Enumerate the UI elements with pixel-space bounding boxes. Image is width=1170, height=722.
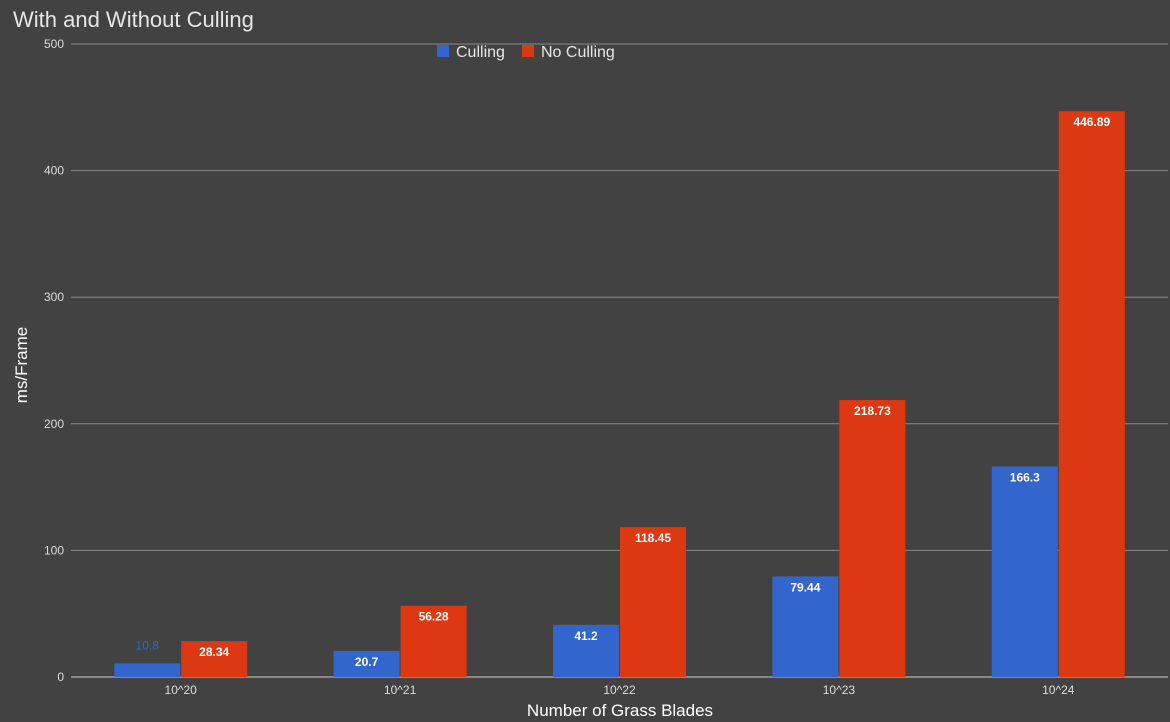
y-axis-ticks: 0 100 200 300 400 500: [44, 37, 64, 684]
x-tick-label: 10^24: [1042, 683, 1075, 697]
y-axis-title: ms/Frame: [12, 327, 31, 404]
x-axis-ticks: 10^20 10^21 10^22 10^23 10^24: [165, 683, 1075, 697]
y-tick-label: 400: [44, 164, 64, 178]
data-label: 10.8: [136, 638, 160, 652]
data-label: 79.44: [790, 580, 820, 594]
data-label: 28.34: [199, 645, 229, 659]
legend-label-no-culling: No Culling: [541, 44, 615, 61]
x-tick-label: 10^23: [823, 683, 856, 697]
bar-culling-2[interactable]: [553, 624, 619, 677]
bar-no-culling-2[interactable]: [620, 527, 686, 677]
data-labels: 10.8 28.34 20.7 56.28 41.2 118.45 79.44 218.73 1…: [136, 115, 1111, 669]
bar-culling-4[interactable]: [991, 466, 1058, 677]
x-tick-label: 10^20: [165, 683, 198, 697]
chart-title: With and Without Culling: [13, 7, 254, 32]
data-label: 166.3: [1010, 470, 1040, 484]
y-tick-label: 500: [44, 37, 64, 51]
y-tick-label: 100: [44, 543, 64, 557]
bar-culling-0[interactable]: [114, 663, 181, 677]
legend-swatch-no-culling: [522, 45, 534, 57]
data-label: 56.28: [419, 610, 449, 624]
x-axis-title: Number of Grass Blades: [527, 701, 713, 720]
y-tick-label: 200: [44, 417, 64, 431]
bar-culling-3[interactable]: [772, 576, 839, 677]
x-tick-label: 10^22: [603, 683, 636, 697]
bar-culling-1[interactable]: [333, 650, 400, 677]
data-label: 41.2: [574, 629, 598, 643]
bar-no-culling-1[interactable]: [400, 605, 467, 677]
bars: [114, 111, 1125, 678]
data-label: 20.7: [355, 655, 379, 669]
legend[interactable]: Culling No Culling: [437, 44, 615, 61]
data-label: 218.73: [854, 404, 891, 418]
gridlines: [71, 43, 1168, 678]
bar-no-culling-4[interactable]: [1058, 111, 1125, 678]
x-tick-label: 10^21: [384, 683, 417, 697]
data-label: 118.45: [635, 531, 671, 545]
data-label: 446.89: [1073, 115, 1110, 129]
y-tick-label: 0: [57, 670, 64, 684]
y-tick-label: 300: [44, 290, 64, 304]
legend-swatch-culling: [437, 45, 449, 57]
bar-no-culling-0[interactable]: [181, 641, 248, 677]
legend-label-culling: Culling: [456, 44, 505, 61]
bar-no-culling-3[interactable]: [839, 400, 906, 677]
